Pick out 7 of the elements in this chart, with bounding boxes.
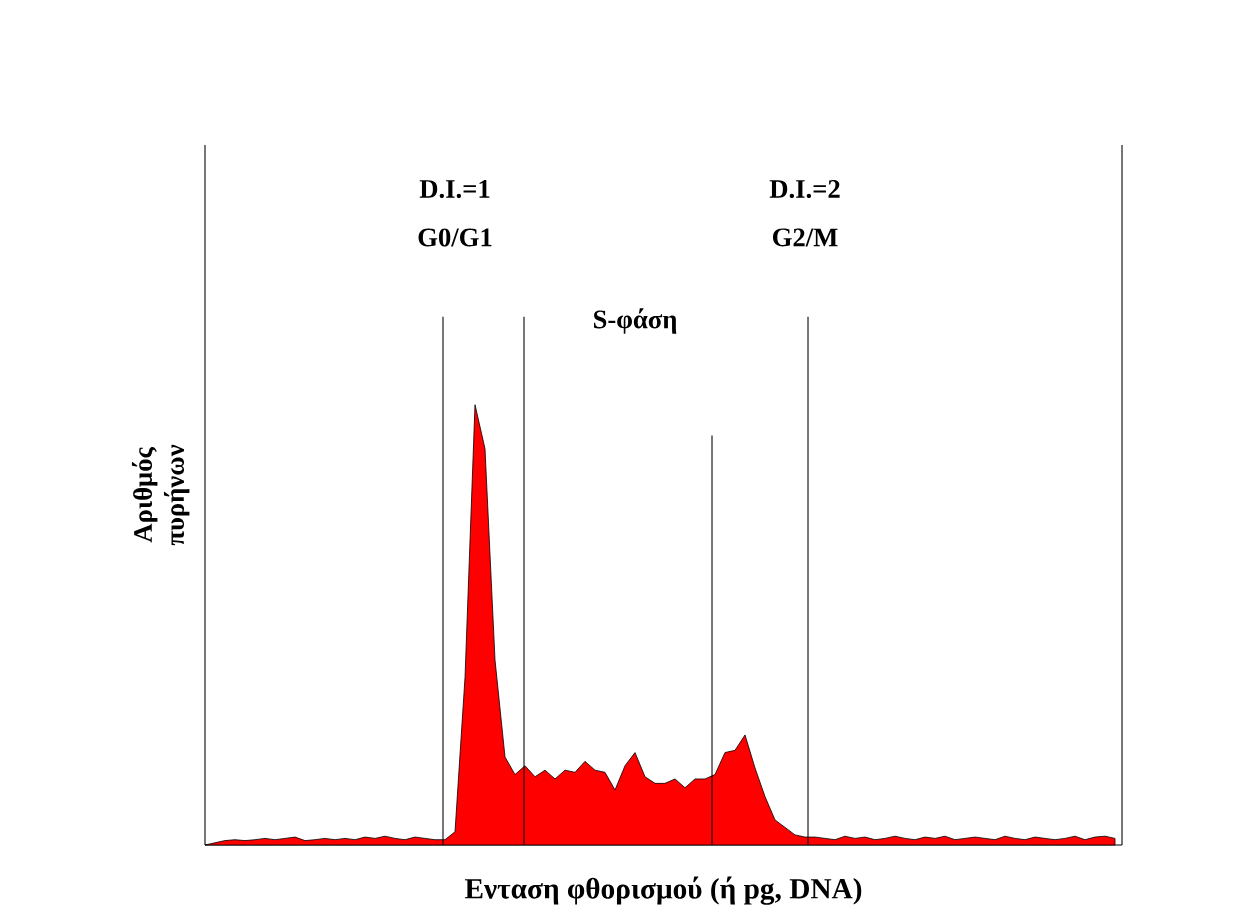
text: G0/G1 xyxy=(418,228,492,247)
text: G2/M xyxy=(772,228,838,247)
text: S-φάση xyxy=(593,308,677,334)
text: D.I.=2 xyxy=(769,180,840,199)
y-axis-title: Αριθμός πυρήνων xyxy=(131,444,190,546)
x-axis-title: Ενταση φθορισμού (ή pg, DNA) xyxy=(464,876,862,905)
text: D.I.=1 xyxy=(419,180,490,199)
